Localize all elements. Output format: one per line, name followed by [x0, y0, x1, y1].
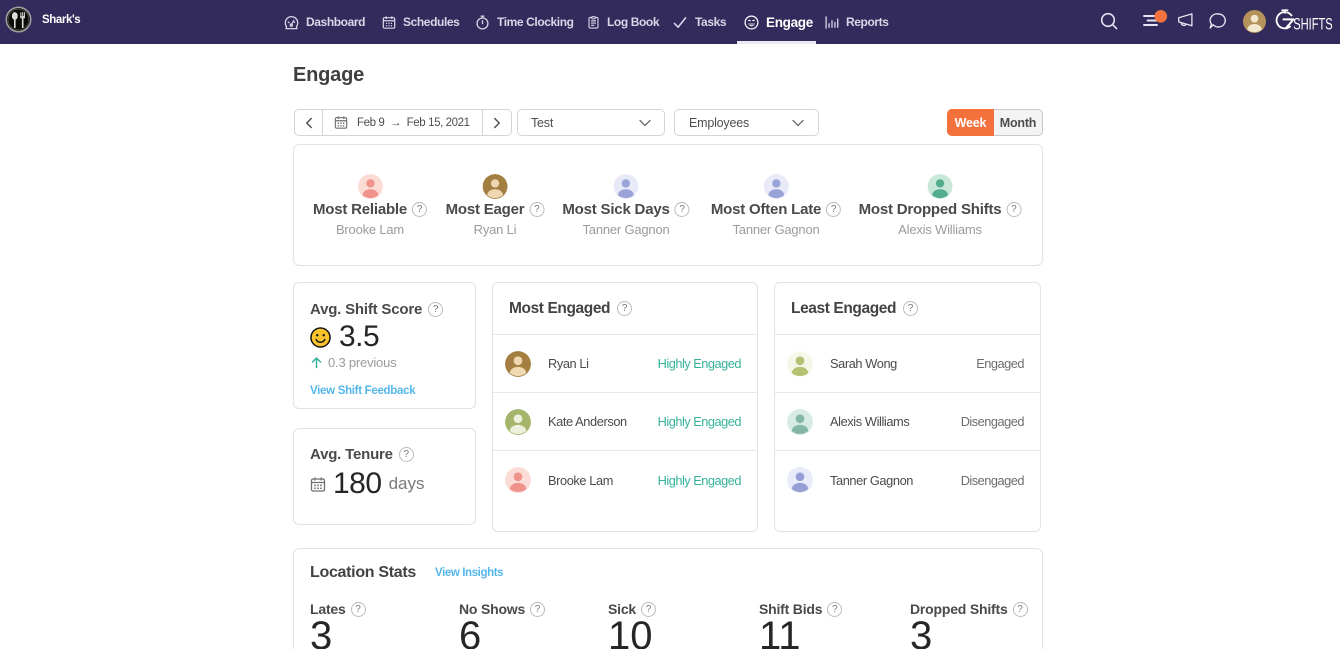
svg-text:SHIFTS: SHIFTS [1293, 16, 1333, 31]
